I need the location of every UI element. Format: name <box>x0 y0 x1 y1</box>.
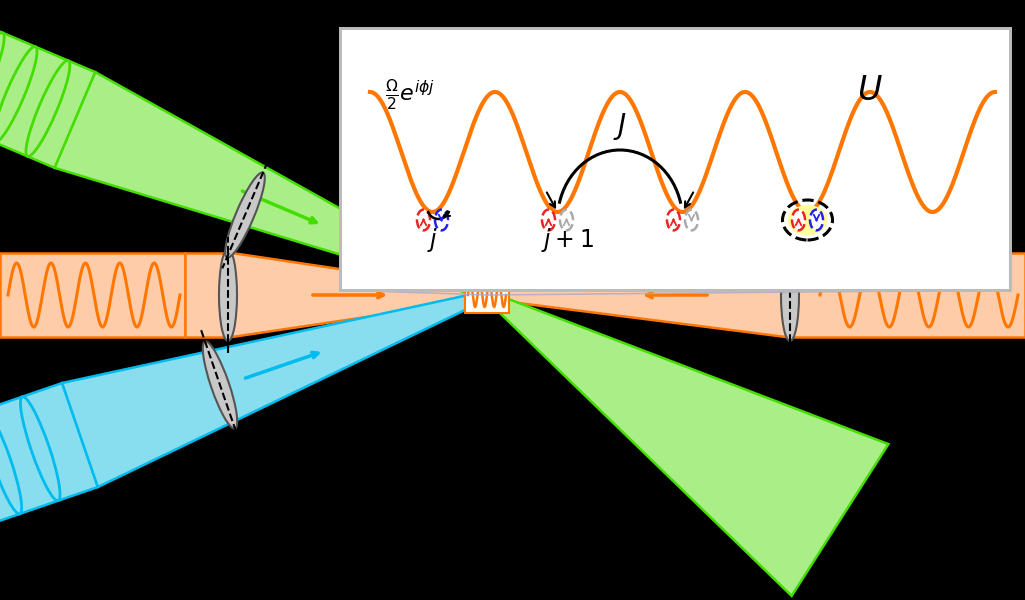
Polygon shape <box>0 253 184 337</box>
Ellipse shape <box>787 205 827 235</box>
Polygon shape <box>184 253 228 337</box>
Ellipse shape <box>219 249 237 341</box>
Polygon shape <box>790 253 1025 337</box>
Ellipse shape <box>685 209 698 230</box>
Polygon shape <box>0 383 98 534</box>
Text: $j$: $j$ <box>426 226 438 254</box>
Ellipse shape <box>417 209 430 230</box>
Polygon shape <box>54 72 489 299</box>
Ellipse shape <box>667 209 680 230</box>
Ellipse shape <box>542 209 555 230</box>
Polygon shape <box>0 11 95 168</box>
Polygon shape <box>485 292 889 596</box>
Ellipse shape <box>435 209 448 230</box>
FancyBboxPatch shape <box>465 277 509 313</box>
Text: $j+1$: $j+1$ <box>541 226 594 254</box>
Ellipse shape <box>226 173 264 257</box>
Polygon shape <box>63 291 488 487</box>
Ellipse shape <box>792 209 805 230</box>
Polygon shape <box>487 253 786 337</box>
Polygon shape <box>340 28 1010 290</box>
Ellipse shape <box>781 249 800 341</box>
Ellipse shape <box>203 341 237 428</box>
Text: $\frac{\Omega}{2}e^{i\phi j}$: $\frac{\Omega}{2}e^{i\phi j}$ <box>385 77 436 112</box>
Ellipse shape <box>560 209 573 230</box>
Ellipse shape <box>810 209 823 230</box>
Text: $U$: $U$ <box>857 73 883 107</box>
Text: $J$: $J$ <box>613 111 627 142</box>
Polygon shape <box>232 253 487 337</box>
